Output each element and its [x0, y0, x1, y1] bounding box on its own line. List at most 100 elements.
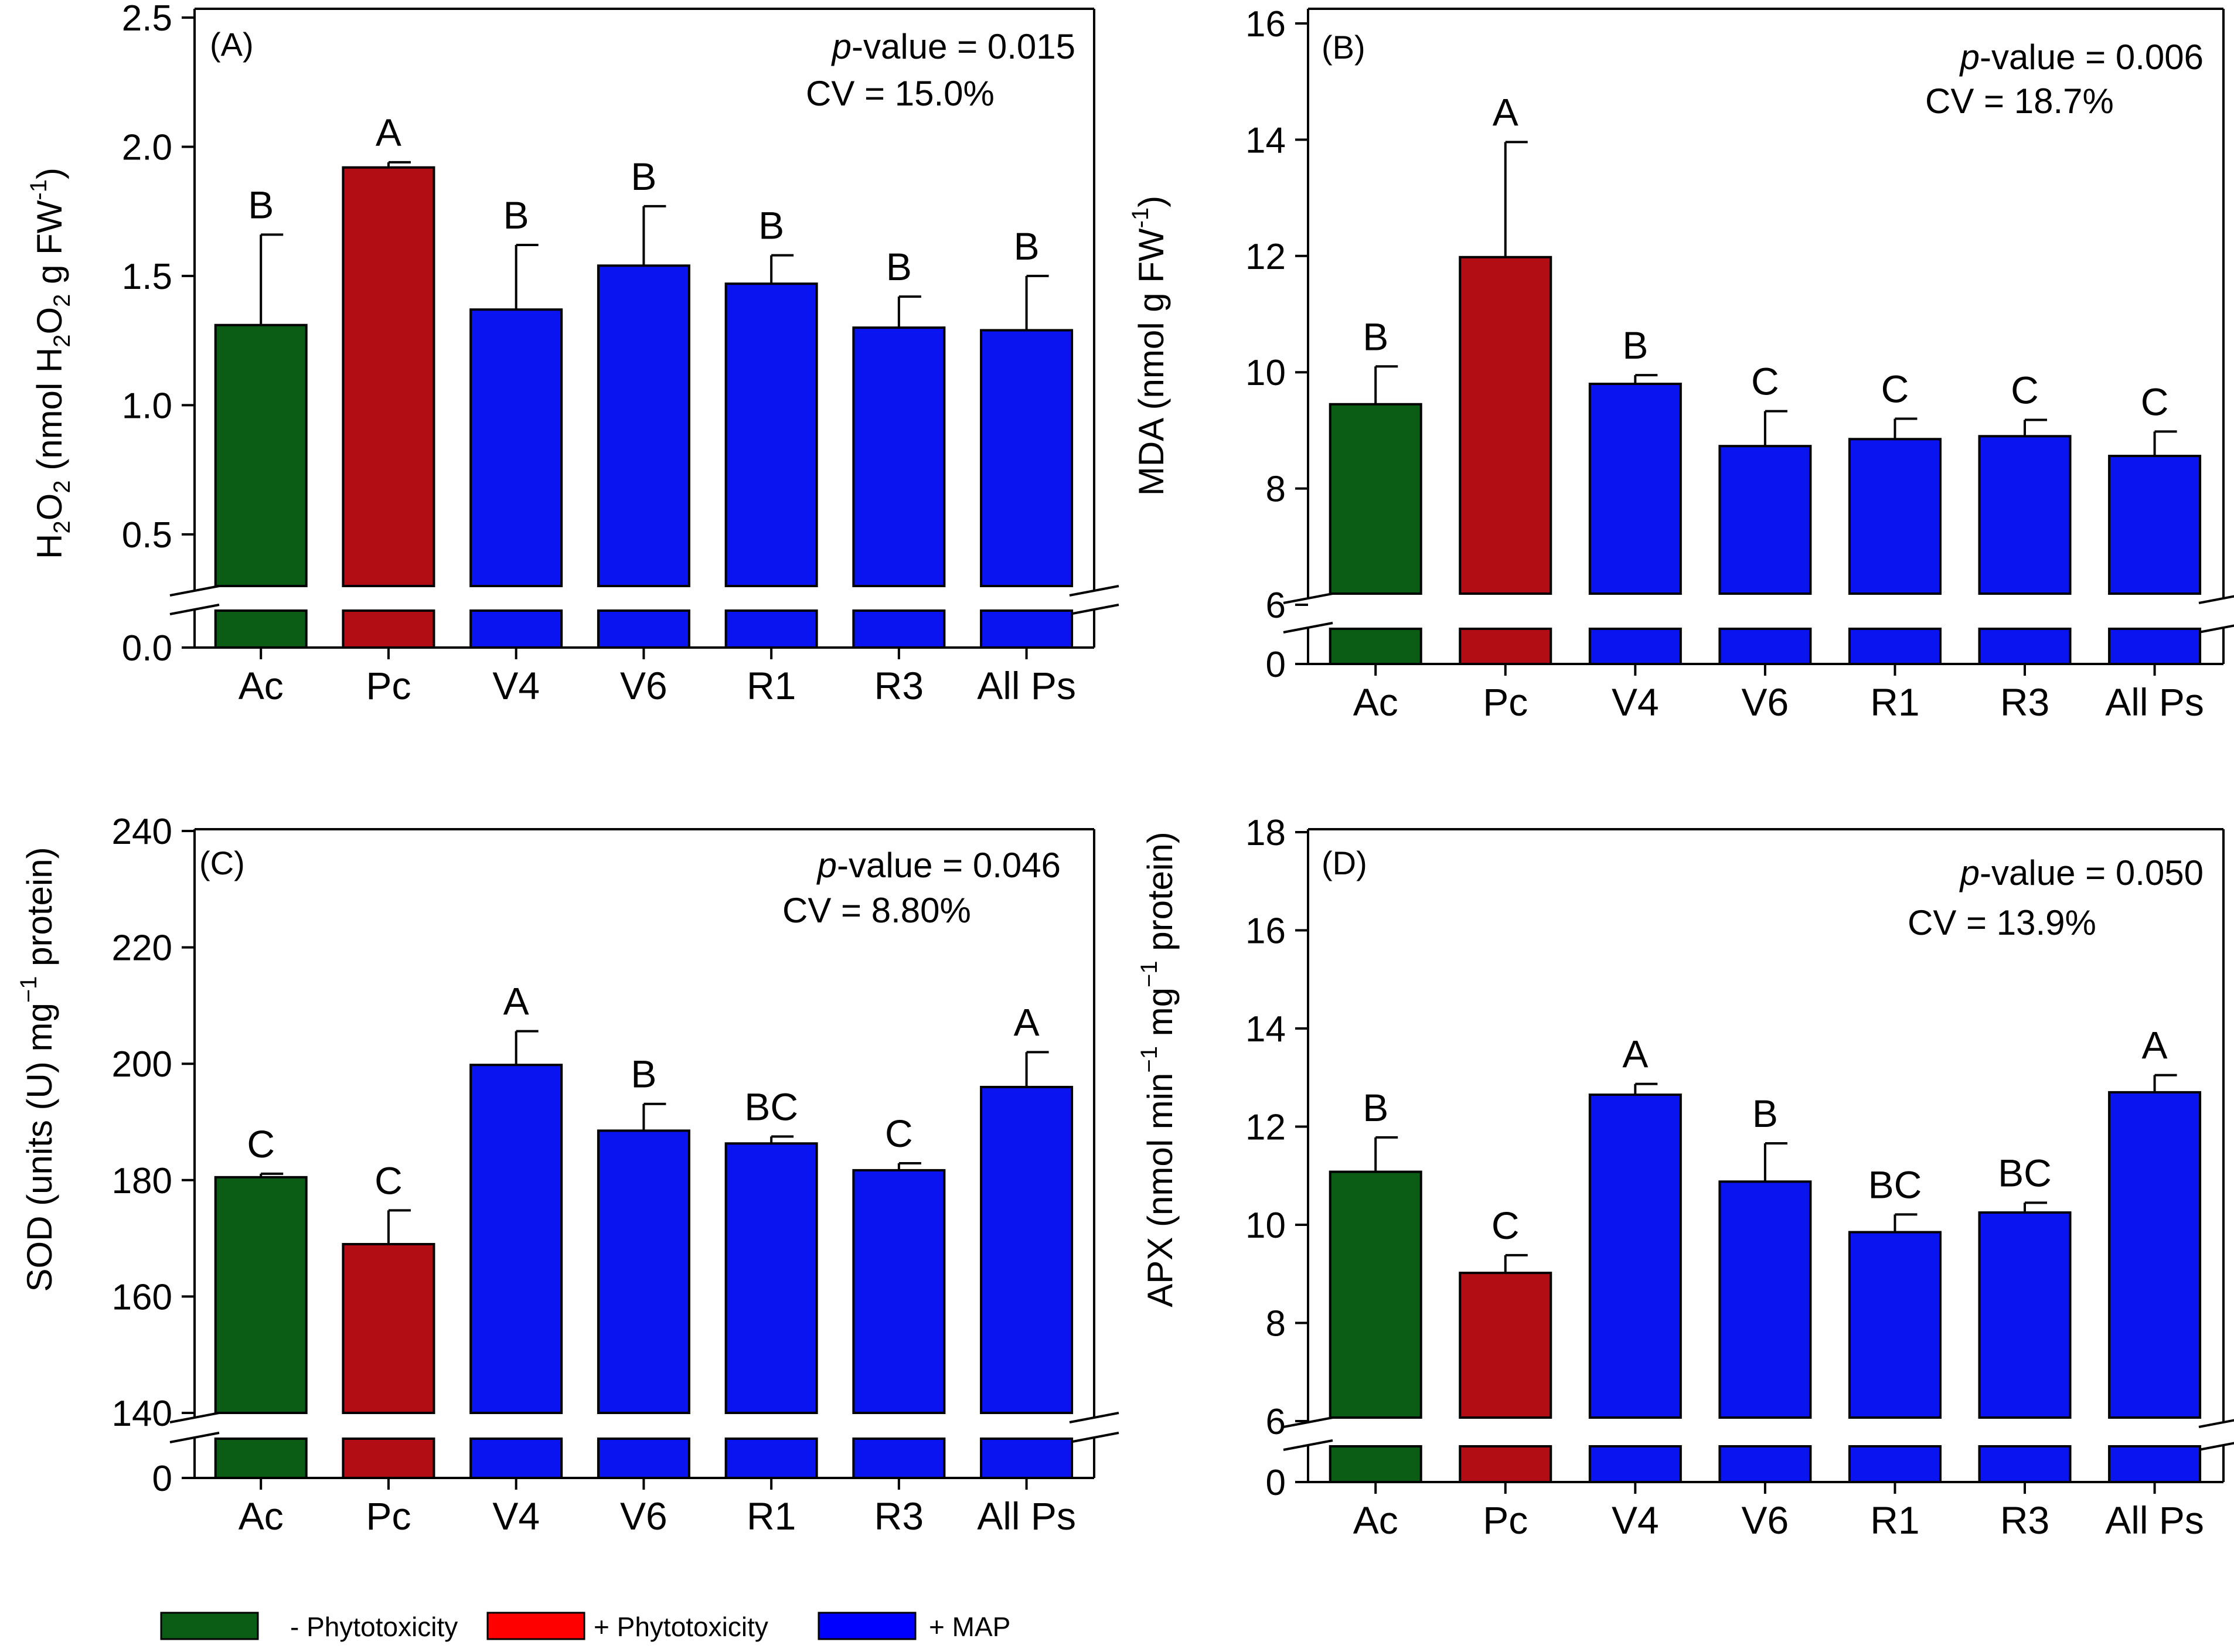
- panel-a-break-mark-1-b: [1069, 604, 1119, 615]
- panel-b-break-mark-1-a: [2198, 595, 2234, 604]
- panel-a-ytick-label-0: 0.5: [122, 515, 172, 556]
- panel-b-bar-3: [1718, 445, 1812, 595]
- panel-d-xtick-label-2: V4: [1612, 1498, 1659, 1542]
- panel-a-bar-stub-3: [597, 609, 690, 649]
- panel-d-ylabel: APX (nmol min−1 mg−1 protein): [1136, 832, 1180, 1307]
- panel-a-letter-2: B: [503, 193, 529, 237]
- panel-b-break-mark-0-a: [1283, 592, 1333, 604]
- panel-c-break-mark-0-b: [169, 1432, 220, 1443]
- panel-d-bar-4: [1848, 1231, 1942, 1419]
- panel-c-bar-stub-2: [469, 1438, 563, 1479]
- panel-a-xtick-label-2: V4: [492, 664, 540, 707]
- panel-c-break-mark-1-a: [1069, 1412, 1119, 1423]
- panel-d-bar-6: [2108, 1091, 2202, 1419]
- panel-c-ytick-label-zero: 0: [152, 1459, 172, 1499]
- panel-c-xtick-label-1: Pc: [366, 1494, 411, 1538]
- panel-b-bar-stub-6: [2108, 628, 2202, 665]
- panel-c-letter-3: B: [631, 1052, 656, 1096]
- panel-a-cv: CV = 15.0%: [806, 74, 995, 113]
- panel-b-xtick-label-0: Ac: [1353, 680, 1398, 724]
- panel-b-letter-6: C: [2141, 380, 2169, 423]
- panel-a-xtick-label-4: R1: [747, 664, 796, 707]
- panel-c-ytick-label-3: 200: [112, 1044, 172, 1085]
- panel-d-letter-4: BC: [1868, 1163, 1922, 1206]
- panel-b-bar-stub-5: [1978, 628, 2072, 665]
- panel-c-ytick-label-4: 220: [112, 928, 172, 969]
- panel-b-ytick-label-4: 14: [1245, 120, 1286, 161]
- panel-d-cv: CV = 13.9%: [1908, 903, 2096, 942]
- panel-b-ytick-label-3: 12: [1245, 237, 1286, 277]
- panel-c-letter-1: C: [374, 1159, 403, 1202]
- panel-a-xtick-label-1: Pc: [366, 664, 411, 707]
- panel-d-ytick-label-3: 12: [1245, 1108, 1286, 1148]
- panel-c-letter-2: A: [503, 980, 529, 1023]
- panel-d-label: (D): [1322, 844, 1367, 881]
- panel-d-ytick-label-1: 8: [1266, 1304, 1286, 1344]
- panel-b-bar-stub-2: [1588, 628, 1682, 665]
- panel-c-xtick-label-3: V6: [620, 1494, 668, 1538]
- panel-c-bar-2: [469, 1064, 563, 1415]
- panel-b-ytick-label-2: 10: [1245, 353, 1286, 393]
- panel-d-bar-5: [1978, 1211, 2072, 1419]
- panel-d-xtick-label-0: Ac: [1353, 1498, 1398, 1542]
- panel-a-bar-stub-2: [469, 609, 563, 649]
- panel-d-break-mark-1-b: [2198, 1442, 2234, 1451]
- panel-c-bar-stub-6: [980, 1438, 1074, 1479]
- panel-b-ytick-label-1: 8: [1266, 469, 1286, 510]
- panel-a-letter-0: B: [248, 183, 274, 226]
- panel-a: 0.5 1.0 1.5 2.0 2.5 0.0 B Ac A Pc B V4 B V6 B R1 B R3 B All…: [26, 0, 1119, 707]
- panel-b-ytick-label-zero: 0: [1266, 645, 1286, 685]
- panel-c-break-mark-0-a: [169, 1412, 220, 1423]
- panel-a-break-mark-0-a: [169, 585, 220, 597]
- legend-label-pc: + Phytotoxicity: [594, 1612, 768, 1642]
- panel-d-bar-stub-2: [1588, 1445, 1682, 1483]
- panel-b-bar-4: [1848, 438, 1942, 595]
- panel-d-ytick-label-2: 10: [1245, 1205, 1286, 1246]
- panel-c-ytick-label-0: 140: [112, 1394, 172, 1434]
- panel-d-ytick-label-0: 6: [1266, 1402, 1286, 1442]
- panel-d: 6 8 10 12 14 16 18 0 B Ac C Pc A V4 B V6 BC R1 BC R3 A All Ps…: [1136, 813, 2234, 1542]
- panel-a-bar-stub-4: [724, 609, 818, 649]
- panel-a-xtick-label-5: R3: [874, 664, 924, 707]
- panel-d-bar-3: [1718, 1180, 1812, 1419]
- panel-d-bar-2: [1588, 1094, 1682, 1419]
- panel-b-break-mark-1-b: [2198, 624, 2234, 633]
- panel-a-bar-2: [469, 308, 563, 588]
- panel-c: 140 160 180 200 220 240 0 C Ac C Pc A V4 B V6 BC R1 C R3 A A…: [16, 812, 1119, 1538]
- panel-a-plot: 0.5 1.0 1.5 2.0 2.5 0.0 B Ac A Pc B V4 B V6 B R1 B R3 B All…: [122, 0, 1119, 707]
- panel-d-ytick-label-zero: 0: [1266, 1463, 1286, 1503]
- panel-a-bar-0: [214, 323, 308, 587]
- panel-b-bar-stub-4: [1848, 628, 1942, 665]
- panel-b: 6 8 10 12 14 16 0 B Ac A Pc B V4 C V6 C R1 C R3 C All Ps (B)…: [1128, 4, 2234, 724]
- panel-d-letter-1: C: [1491, 1204, 1520, 1247]
- panel-d-break-mark-1-a: [2198, 1419, 2234, 1428]
- panel-a-letter-4: B: [758, 204, 784, 247]
- panel-a-ytick-label-zero: 0.0: [122, 628, 172, 669]
- panel-b-xtick-label-1: Pc: [1483, 680, 1528, 724]
- panel-d-bar-stub-4: [1848, 1445, 1942, 1483]
- panel-d-ytick-label-5: 16: [1245, 911, 1286, 952]
- panel-a-letter-1: A: [376, 111, 401, 154]
- panel-a-xtick-label-0: Ac: [239, 664, 284, 707]
- panel-d-bar-stub-0: [1329, 1445, 1422, 1483]
- panel-d-bar-stub-6: [2108, 1445, 2202, 1483]
- panel-d-bar-stub-3: [1718, 1445, 1812, 1483]
- panel-b-letter-3: C: [1751, 360, 1779, 403]
- panel-a-xtick-label-6: All Ps: [977, 664, 1076, 707]
- panel-d-bar-stub-5: [1978, 1445, 2072, 1483]
- legend-label-map: + MAP: [929, 1612, 1010, 1642]
- panel-c-pvalue: p-value = 0.046: [816, 846, 1061, 885]
- panel-a-bar-5: [852, 326, 946, 587]
- panel-b-bar-2: [1588, 383, 1682, 595]
- panel-b-xtick-label-2: V4: [1612, 680, 1659, 724]
- panel-c-xtick-label-0: Ac: [239, 1494, 284, 1538]
- panel-d-ytick-label-4: 14: [1245, 1009, 1286, 1050]
- panel-c-plot: 140 160 180 200 220 240 0 C Ac C Pc A V4 B V6 BC R1 C R3 A A…: [112, 812, 1119, 1538]
- panel-b-cv: CV = 18.7%: [1925, 81, 2114, 121]
- panel-d-plot: 6 8 10 12 14 16 18 0 B Ac C Pc A V4 B V6 BC R1 BC R3 A All Ps: [1245, 813, 2234, 1542]
- panel-a-ytick-label-3: 2.0: [122, 127, 172, 168]
- legend-swatch-pc: [486, 1612, 585, 1640]
- panel-c-letter-5: C: [885, 1112, 913, 1155]
- panel-c-ylabel: SOD (units (U) mg−1 protein): [16, 847, 59, 1292]
- legend: - Phytotoxicity + Phytotoxicity + MAP: [160, 1612, 1010, 1642]
